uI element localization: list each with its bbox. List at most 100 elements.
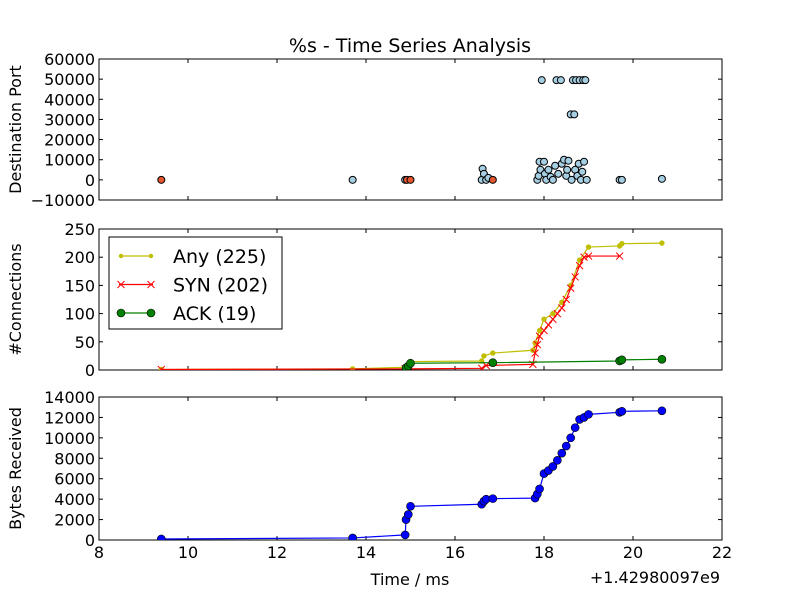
connections-plot-frame	[98, 228, 723, 371]
legend-label: SYN (202)	[173, 275, 268, 297]
bytes-received-y-tick-label: 0	[85, 531, 95, 550]
destination-port-plot-frame	[98, 58, 723, 201]
legend-box	[108, 236, 283, 330]
port-point	[564, 156, 573, 165]
x-tick-label: 16	[445, 543, 465, 562]
connections-series-1-point	[615, 252, 624, 260]
x-tick-label: 22	[712, 543, 732, 562]
port-point	[556, 76, 565, 85]
bytes-received-y-tick-label: 6000	[54, 470, 95, 489]
connections-series-1-point	[562, 295, 571, 304]
connections-y-tick-label: 100	[64, 305, 95, 324]
x-tick-label: 8	[94, 543, 104, 562]
port-point	[537, 76, 546, 85]
chart-title: %s - Time Series Analysis	[289, 35, 531, 57]
legend-marker	[147, 280, 155, 289]
x-axis-offset-label: +1.42980097e9	[590, 568, 720, 587]
legend-marker	[116, 308, 126, 318]
port-point	[617, 175, 626, 184]
bytes-received-y-tick-label: 4000	[54, 490, 95, 509]
legend-marker	[118, 253, 124, 259]
connections-y-tick-label: 0	[85, 361, 95, 380]
connections-y-tick-label: 200	[64, 248, 95, 267]
bytes-received-series-0-point	[348, 533, 357, 540]
port-point	[567, 175, 576, 184]
legend-item: Any (225)	[118, 246, 266, 268]
port-point	[570, 110, 579, 119]
bytes-received-y-tick-label: 10000	[44, 429, 95, 448]
port-point	[488, 175, 497, 184]
connections-y-axis-label: #Connections	[6, 243, 25, 355]
connections-data	[157, 240, 667, 370]
bytes-received-series-0-point	[400, 530, 410, 540]
x-axis-label: Time / ms	[370, 570, 450, 589]
destination-port-y-tick-label: 10000	[44, 151, 95, 170]
connections-y-tick-label: 150	[64, 276, 95, 295]
bytes-received-series-0-point	[657, 406, 667, 416]
connections-series-2-point	[657, 354, 667, 364]
port-point	[563, 165, 572, 174]
bytes-received-series-0-point	[488, 494, 498, 503]
connections-series-0-point	[550, 310, 556, 317]
connections-series-1-point	[535, 332, 544, 341]
port-point	[348, 175, 357, 184]
bytes-received-y-tick-label: 2000	[54, 511, 95, 530]
connections-series-1-point	[157, 365, 166, 370]
port-point	[657, 174, 666, 183]
bytes-received-series-0-point	[548, 462, 558, 471]
x-tick-label: 14	[356, 543, 376, 562]
bytes-received-y-tick-label: 12000	[44, 408, 95, 427]
connections-series-0-point	[659, 240, 665, 246]
x-tick-label: 12	[267, 543, 287, 562]
connections-series-1-point	[477, 364, 486, 370]
connections-series-2-point	[617, 355, 627, 365]
legend-marker	[148, 253, 154, 259]
bytes-received-series-0-point	[406, 501, 415, 511]
bytes-received-series-0-point	[553, 456, 562, 465]
bytes-received-plot-frame	[98, 396, 723, 541]
bytes-received-series-0-line	[161, 410, 662, 540]
bytes-received-series-0-point	[570, 423, 580, 432]
connections-series-1-point	[544, 321, 553, 329]
port-point	[157, 175, 166, 184]
destination-port-y-tick-label: 40000	[44, 90, 95, 109]
connections-y-tick-label: 50	[75, 333, 95, 352]
connections-series-1-point	[553, 309, 562, 318]
connections-y-tick-label: 250	[64, 220, 95, 239]
connections-series-0-point	[585, 244, 592, 250]
connections-series-1-point	[540, 326, 548, 335]
bytes-received-y-tick-label: 14000	[44, 388, 95, 407]
connections-series-1-point	[584, 252, 593, 260]
destination-port-y-tick-label: 50000	[44, 70, 95, 89]
connections-series-1-point	[566, 284, 575, 293]
port-point	[578, 167, 587, 176]
port-point	[540, 157, 548, 166]
port-point	[581, 76, 590, 85]
connections-series-1-point	[571, 273, 580, 281]
bytes-received-series-0-point	[157, 534, 166, 540]
connections-series-1-point	[533, 340, 542, 349]
connections-series-0-point	[490, 350, 496, 356]
connections-series-1-point	[531, 349, 539, 357]
destination-port-y-tick-label: 20000	[44, 131, 95, 150]
legend-label: ACK (19)	[173, 303, 256, 325]
x-tick-label: 20	[623, 543, 643, 562]
connections-series-0-point	[619, 240, 625, 247]
port-point	[548, 175, 557, 184]
legend-marker	[117, 280, 125, 289]
connections-series-2-point	[406, 358, 415, 368]
connections-series-1-point	[549, 315, 557, 324]
destination-port-y-tick-label: −10000	[31, 191, 95, 210]
destination-port-data	[157, 76, 666, 184]
legend-item: ACK (19)	[116, 303, 256, 325]
connections-series-0-point	[536, 327, 543, 334]
connections-series-0-point	[541, 316, 547, 322]
legend-label: Any (225)	[173, 246, 266, 268]
port-point	[580, 157, 589, 166]
port-point	[544, 165, 553, 174]
port-point	[582, 175, 591, 184]
port-point	[554, 169, 563, 178]
